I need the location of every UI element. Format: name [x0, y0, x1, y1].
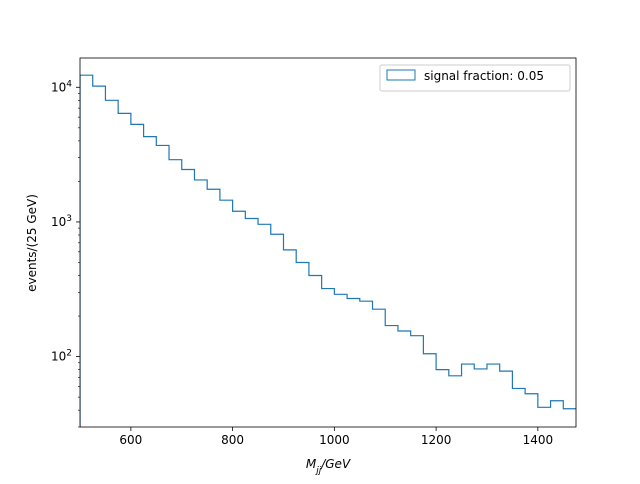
- x-tick-label: 1400: [523, 433, 554, 447]
- y-axis-label: events/(25 GeV): [25, 194, 39, 292]
- y-tick-label: 103: [51, 214, 72, 229]
- x-tick-label: 1000: [319, 433, 350, 447]
- x-tick-label: 600: [119, 433, 142, 447]
- histogram-series: [80, 74, 576, 427]
- legend-swatch: [386, 69, 416, 81]
- legend-frame: [379, 64, 571, 92]
- legend-label: signal fraction: 0.05: [424, 69, 544, 83]
- x-tick-label: 1200: [421, 433, 452, 447]
- x-axis-label: Mjj/GeV: [306, 457, 351, 476]
- data-layer: [80, 74, 576, 427]
- legend: signal fraction: 0.05: [379, 64, 571, 92]
- y-tick-label: 104: [51, 79, 72, 94]
- axes-layer: 600 800 1000 1200 1400 102 103 104: [51, 57, 577, 447]
- x-tick-label: 800: [221, 433, 244, 447]
- y-tick-label: 102: [51, 349, 72, 364]
